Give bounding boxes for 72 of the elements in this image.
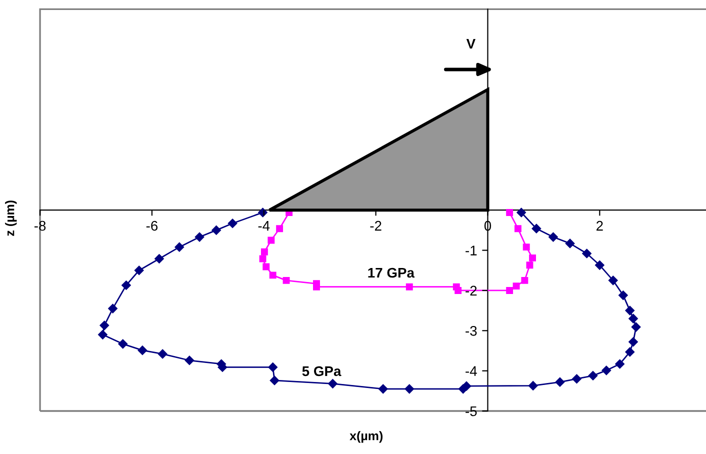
point (532, 224, 542, 234)
point (259, 255, 266, 262)
x-tick-label: -4 (258, 221, 270, 231)
point (258, 208, 268, 218)
point (608, 276, 618, 286)
y-axis-title: z (µm) (5, 200, 17, 236)
point (184, 356, 194, 366)
point (158, 349, 168, 359)
point (631, 322, 641, 332)
point (406, 283, 413, 290)
point (260, 248, 268, 256)
point (602, 366, 612, 376)
x-tick-label: -2 (370, 220, 382, 231)
point (118, 339, 128, 349)
point (268, 236, 275, 244)
point (555, 377, 565, 387)
series-label: 17 GPa (368, 268, 415, 278)
point (228, 218, 238, 228)
point (276, 225, 284, 232)
point (100, 320, 110, 330)
point (174, 242, 184, 252)
point (212, 226, 221, 235)
point (628, 314, 638, 324)
point (521, 276, 528, 284)
point (194, 232, 204, 242)
point (516, 208, 526, 218)
point (506, 286, 514, 294)
point (522, 244, 530, 251)
x-tick-label: -8 (34, 220, 46, 231)
point (378, 384, 388, 394)
y-tick-label: -3 (466, 326, 477, 336)
x-tick-label: 2 (596, 220, 603, 231)
point (269, 272, 276, 279)
point (270, 376, 280, 386)
point (268, 362, 278, 372)
point (528, 381, 538, 390)
x-axis-title: x(µm) (350, 431, 383, 443)
y-tick-label: -5 (466, 406, 477, 416)
point (595, 260, 604, 270)
point (582, 248, 592, 258)
point (282, 276, 290, 284)
point (506, 209, 514, 216)
point (134, 266, 144, 276)
point (154, 254, 164, 264)
point (625, 306, 635, 316)
point (565, 238, 575, 248)
point (328, 379, 338, 388)
series-label: 5 GPa (302, 366, 342, 376)
point (313, 283, 320, 290)
point (98, 330, 108, 340)
point (529, 254, 536, 262)
point (122, 280, 131, 290)
annotation: V (466, 38, 476, 49)
point (625, 347, 635, 357)
point (262, 263, 270, 270)
point (404, 384, 414, 394)
x-tick-label: -6 (146, 220, 158, 231)
point (548, 232, 558, 242)
point (462, 381, 472, 391)
point (108, 304, 118, 314)
point (514, 225, 522, 232)
point (526, 262, 534, 269)
point (618, 290, 628, 300)
point (615, 359, 624, 369)
point (512, 282, 520, 290)
point (588, 371, 598, 380)
point (138, 346, 148, 355)
point (572, 374, 582, 384)
y-tick-label: -1 (466, 246, 477, 256)
point (454, 286, 462, 294)
y-tick-label: -4 (466, 366, 477, 376)
point (628, 337, 638, 347)
